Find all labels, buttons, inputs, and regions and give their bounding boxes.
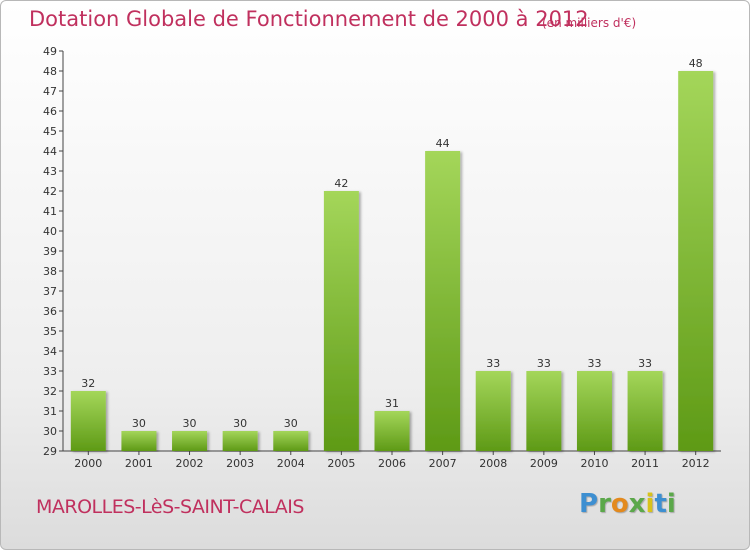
bar-value-label: 30 [183, 417, 197, 430]
logo-letter: i [666, 489, 676, 519]
logo-letter: t [654, 489, 667, 519]
y-tick-label: 44 [43, 145, 57, 158]
y-tick-label: 41 [43, 205, 57, 218]
x-tick-label: 2005 [327, 457, 355, 470]
x-tick-label: 2002 [176, 457, 204, 470]
y-tick-label: 30 [43, 425, 57, 438]
bar-value-label: 33 [587, 357, 601, 370]
bar-value-label: 42 [334, 177, 348, 190]
bar-value-label: 33 [537, 357, 551, 370]
x-tick-label: 2009 [530, 457, 558, 470]
x-tick-label: 2012 [682, 457, 710, 470]
bar-value-label: 33 [486, 357, 500, 370]
commune-name: MAROLLES-LèS-SAINT-CALAIS [36, 496, 304, 518]
bar-value-label: 30 [284, 417, 298, 430]
y-tick-label: 32 [43, 385, 57, 398]
x-tick-label: 2001 [125, 457, 153, 470]
bar [425, 151, 461, 451]
bar [172, 431, 208, 451]
bar [576, 371, 612, 451]
y-tick-label: 49 [43, 45, 57, 58]
y-tick-label: 46 [43, 105, 57, 118]
y-tick-label: 34 [43, 345, 57, 358]
bar [70, 391, 106, 451]
bar [121, 431, 157, 451]
x-tick-label: 2006 [378, 457, 406, 470]
y-tick-label: 42 [43, 185, 57, 198]
bar [273, 431, 309, 451]
logo-letter: i [645, 489, 655, 519]
x-tick-label: 2007 [429, 457, 457, 470]
y-tick-label: 43 [43, 165, 57, 178]
logo-letter: x [628, 489, 646, 519]
bar [475, 371, 511, 451]
bar-value-label: 30 [132, 417, 146, 430]
x-tick-label: 2010 [580, 457, 608, 470]
y-tick-label: 31 [43, 405, 57, 418]
chart-title: Dotation Globale de Fonctionnement de 20… [29, 7, 589, 31]
x-tick-label: 2011 [631, 457, 659, 470]
x-tick-label: 2008 [479, 457, 507, 470]
bar [323, 191, 359, 451]
bar-value-label: 44 [436, 137, 450, 150]
bar [526, 371, 562, 451]
y-tick-label: 38 [43, 265, 57, 278]
bar-value-label: 48 [689, 57, 703, 70]
bar-value-label: 31 [385, 397, 399, 410]
y-tick-label: 47 [43, 85, 57, 98]
bar [222, 431, 258, 451]
bar [374, 411, 410, 451]
bar [678, 71, 714, 451]
x-tick-label: 2004 [277, 457, 305, 470]
logo-letter: o [610, 489, 629, 519]
x-tick-label: 2000 [74, 457, 102, 470]
chart-unit-label: (en milliers d'€) [542, 16, 637, 30]
bar [627, 371, 663, 451]
y-tick-label: 40 [43, 225, 57, 238]
x-tick-label: 2003 [226, 457, 254, 470]
y-tick-label: 29 [43, 445, 57, 458]
y-tick-label: 35 [43, 325, 57, 338]
y-tick-label: 37 [43, 285, 57, 298]
logo-letter: P [579, 489, 599, 519]
logo-letter: r [598, 489, 611, 519]
y-tick-label: 36 [43, 305, 57, 318]
y-tick-label: 45 [43, 125, 57, 138]
bar-value-label: 33 [638, 357, 652, 370]
y-tick-label: 48 [43, 65, 57, 78]
proxiti-logo: Proxiti [579, 489, 676, 519]
y-tick-label: 33 [43, 365, 57, 378]
y-tick-label: 39 [43, 245, 57, 258]
bar-value-label: 30 [233, 417, 247, 430]
bar-value-label: 32 [81, 377, 95, 390]
